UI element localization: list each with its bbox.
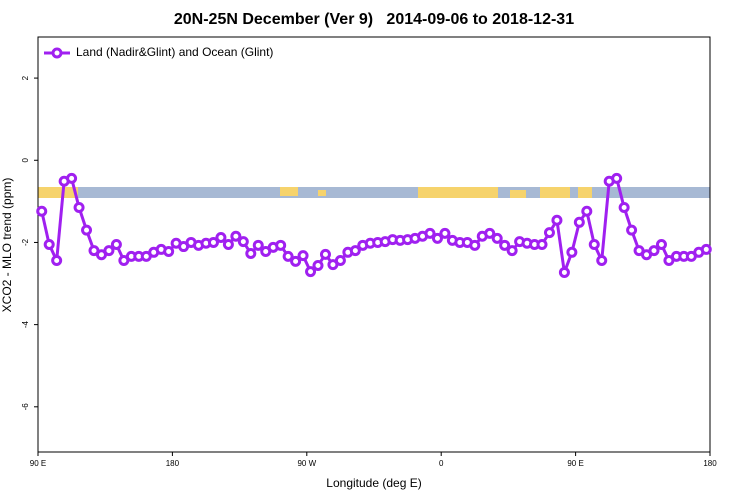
- y-tick-label: -4: [21, 321, 30, 329]
- data-point: [439, 227, 451, 239]
- data-point: [543, 227, 555, 239]
- x-axis-title: Longitude (deg E): [326, 476, 421, 490]
- x-tick-label: 90 E: [30, 459, 46, 468]
- data-point: [618, 202, 630, 214]
- data-point: [596, 255, 608, 267]
- legend-marker: [51, 47, 63, 59]
- x-tick-label: 90 W: [297, 459, 316, 468]
- data-point: [43, 239, 55, 250]
- data-point: [334, 255, 346, 267]
- data-point: [655, 239, 667, 250]
- data-point: [424, 227, 436, 239]
- data-point: [626, 224, 638, 236]
- data-point: [305, 266, 317, 278]
- data-point: [319, 248, 331, 260]
- data-point: [297, 250, 309, 262]
- data-point: [103, 245, 115, 257]
- y-tick-label: -2: [21, 238, 30, 246]
- data-point: [469, 239, 481, 251]
- data-point: [230, 230, 242, 242]
- data-point: [290, 255, 302, 267]
- data-point: [110, 239, 122, 250]
- data-point: [275, 239, 287, 251]
- data-point: [81, 224, 93, 236]
- data-point: [51, 255, 63, 267]
- data-point: [491, 232, 503, 244]
- data-point: [245, 248, 257, 260]
- data-point: [551, 214, 563, 226]
- data-point: [36, 205, 48, 217]
- data-point: [484, 227, 496, 239]
- data-point: [506, 245, 518, 257]
- data-point: [66, 172, 78, 184]
- data-point: [237, 236, 249, 248]
- data-point: [73, 202, 85, 214]
- plot-frame: [37, 36, 711, 453]
- y-tick-label: 0: [21, 157, 30, 162]
- map-strip: [38, 187, 710, 198]
- legend-label: Land (Nadir&Glint) and Ocean (Glint): [76, 45, 273, 59]
- data-point: [431, 232, 443, 244]
- data-point: [349, 245, 361, 257]
- data-point: [252, 239, 264, 251]
- x-tick-label: 180: [166, 459, 180, 468]
- data-point: [611, 172, 623, 184]
- data-point: [588, 239, 600, 250]
- data-point: [222, 239, 234, 250]
- data-point: [312, 259, 324, 271]
- data-point: [215, 232, 227, 244]
- y-tick-label: 2: [21, 75, 30, 80]
- data-point: [581, 205, 593, 217]
- data-point: [566, 246, 578, 258]
- data-point: [499, 239, 511, 251]
- chart-title: 20N-25N December (Ver 9) 2014-09-06 to 2…: [174, 11, 574, 28]
- data-point: [207, 236, 219, 248]
- y-axis-title: XCO2 - MLO trend (ppm): [0, 178, 14, 313]
- y-tick-label: -6: [21, 403, 30, 411]
- land-patches: [38, 187, 592, 198]
- data-point: [282, 250, 294, 262]
- data-point: [558, 266, 570, 278]
- data-point: [573, 216, 585, 228]
- x-tick-label: 90 E: [567, 459, 583, 468]
- x-tick-label: 180: [703, 459, 717, 468]
- data-point: [536, 239, 548, 250]
- data-point: [648, 245, 660, 257]
- data-point: [700, 243, 712, 255]
- data-point: [163, 245, 175, 257]
- x-tick-label: 0: [439, 459, 444, 468]
